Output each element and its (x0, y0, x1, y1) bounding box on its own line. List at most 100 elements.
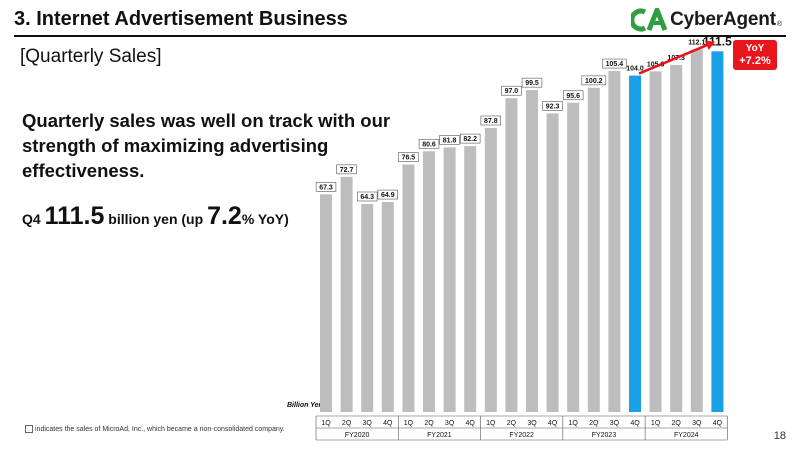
x-tick-label: 3Q (363, 420, 373, 427)
bar (526, 90, 538, 412)
fiscal-year-label: FY2023 (592, 432, 617, 439)
data-label-box (377, 189, 398, 200)
footnote: indicates the sales of MicroAd, Inc., wh… (25, 425, 285, 433)
data-label-box (356, 191, 378, 202)
bar (340, 176, 353, 412)
data-label: 97.0 (505, 88, 519, 95)
fiscal-year-label: FY2024 (674, 432, 699, 439)
x-tick-label: 3Q (527, 420, 537, 427)
x-tick-label: 4Q (713, 420, 723, 427)
bar (423, 151, 435, 412)
page-number: 18 (773, 430, 786, 442)
data-label: 104.0 (626, 66, 644, 73)
data-label: 82.2 (463, 136, 477, 143)
x-tick-label: 1Q (404, 420, 414, 427)
data-label-box (398, 152, 419, 162)
title-divider (14, 35, 786, 37)
bar (690, 49, 703, 413)
data-label: 87.8 (484, 118, 498, 125)
data-label-box (459, 133, 481, 144)
bar (320, 194, 332, 412)
data-label: 92.3 (546, 103, 560, 110)
x-tick-label: 4Q (383, 420, 393, 427)
logo-registered-mark: ® (776, 21, 782, 28)
headline-text: Quarterly sales was well on track with o… (22, 110, 391, 181)
data-label-box (562, 90, 584, 101)
data-label: 64.9 (381, 192, 395, 199)
data-label: 105.4 (606, 61, 624, 68)
data-label: 95.6 (566, 93, 580, 100)
data-label: 76.5 (402, 155, 416, 162)
yoy-label: YoY (745, 43, 765, 54)
x-tick-label: 1Q (321, 420, 331, 427)
data-label-box (418, 138, 440, 149)
data-label: 112.1 (688, 39, 705, 46)
data-label: 105.3 (647, 61, 665, 68)
x-tick-label: 3Q (692, 420, 702, 427)
data-label-box (501, 85, 522, 96)
data-label-box (521, 77, 543, 88)
logo-text: CyberAgent (670, 9, 776, 30)
x-tick-label: 3Q (445, 420, 455, 427)
bar (587, 87, 600, 412)
y-axis-unit-label: Billion Yen (287, 402, 323, 409)
data-label-box (602, 58, 627, 69)
x-tick-label: 1Q (569, 420, 579, 427)
fiscal-year-label: FY2021 (427, 432, 452, 439)
bar (670, 64, 683, 412)
kpi-percent: 7.2 (207, 202, 242, 230)
bar (464, 146, 477, 412)
x-tick-label: 2Q (507, 420, 517, 427)
data-label: 64.3 (360, 194, 374, 201)
x-tick-label: 3Q (610, 420, 620, 427)
footnote-text: indicates the sales of MicroAd, Inc., wh… (35, 425, 285, 433)
company-logo: CyberAgent ® (631, 6, 782, 34)
data-label: 72.7 (340, 167, 354, 174)
bar (567, 102, 580, 412)
x-tick-label: 2Q (342, 420, 352, 427)
yoy-badge: YoY +7.2% (733, 40, 777, 70)
yoy-arrow (638, 42, 712, 75)
data-label-box (336, 164, 357, 175)
x-tick-label: 2Q (424, 420, 434, 427)
data-label: 99.5 (525, 80, 539, 87)
data-label-box (315, 181, 337, 192)
bar (649, 71, 662, 413)
bar (505, 98, 518, 413)
kpi-mid: billion yen (up (104, 211, 208, 227)
x-tick-label: 1Q (651, 420, 661, 427)
slide-subtitle: [Quarterly Sales] (20, 46, 162, 67)
bar (711, 51, 724, 412)
x-tick-label: 4Q (630, 420, 640, 427)
data-label: 67.3 (319, 184, 333, 191)
logo-mark-icon (631, 8, 668, 32)
data-label: 80.6 (422, 141, 436, 148)
data-label-box (581, 75, 607, 86)
section-title: 3. Internet Advertisement Business (14, 8, 348, 30)
bar (443, 147, 456, 412)
kpi-value: 111.5 (44, 202, 105, 230)
x-tick-label: 2Q (672, 420, 682, 427)
x-tick-label: 2Q (589, 420, 599, 427)
bar (402, 164, 415, 412)
kpi-prefix: Q4 (22, 211, 45, 227)
data-label-box (542, 101, 563, 111)
kpi-summary: Q4 111.5 billion yen (up 7.2% YoY) (22, 202, 289, 231)
kpi-suffix: % YoY) (241, 211, 289, 227)
data-label-box (480, 115, 501, 126)
bar (629, 75, 641, 412)
bar (546, 113, 559, 412)
bar (608, 71, 621, 413)
x-tick-label: 1Q (486, 420, 496, 427)
bar (361, 204, 374, 412)
bar (381, 202, 394, 412)
x-tick-label: 4Q (466, 420, 476, 427)
bar (484, 127, 497, 412)
fiscal-year-label: FY2020 (345, 432, 370, 439)
x-tick-label: 4Q (548, 420, 558, 427)
data-label-box (439, 135, 460, 145)
legend-box-icon (25, 425, 33, 433)
yoy-value: +7.2% (739, 55, 771, 67)
data-label: 100.2 (585, 78, 603, 85)
